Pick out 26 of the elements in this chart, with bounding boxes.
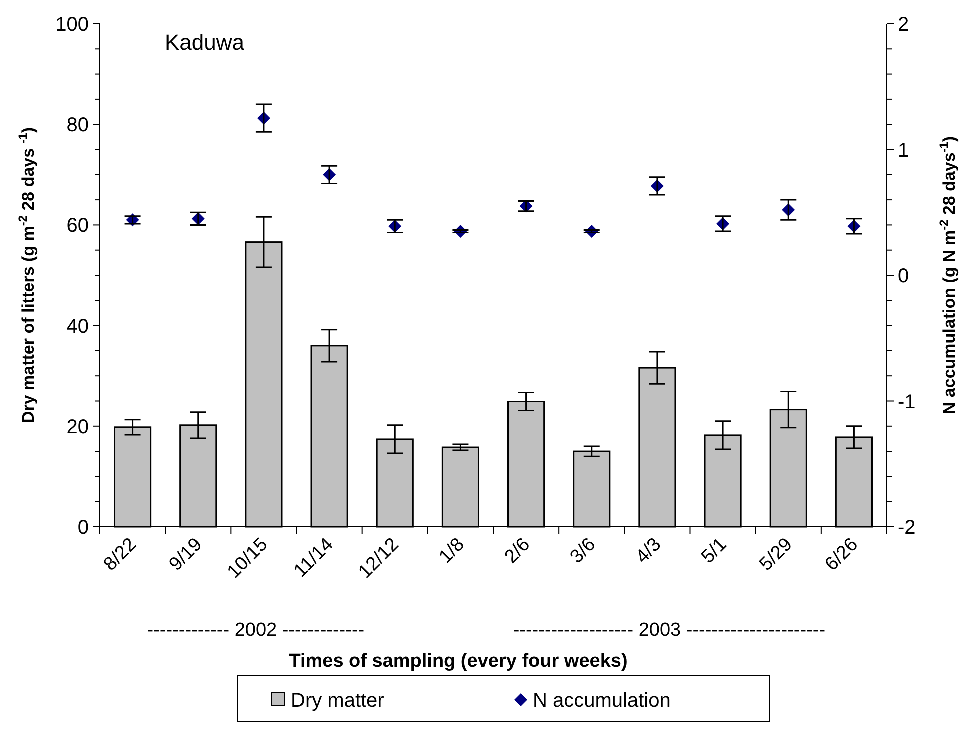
y2-tick-label: -2 bbox=[898, 517, 916, 539]
y2-tick-label: 2 bbox=[898, 14, 910, 36]
x-tick-label: 2/6 bbox=[500, 534, 535, 568]
y2-tick-label: -1 bbox=[898, 391, 916, 414]
x-tick-label: 6/26 bbox=[821, 534, 862, 576]
y-tick-label: 100 bbox=[56, 14, 89, 36]
chart-title: Kaduwa bbox=[165, 30, 246, 55]
x-tick-label: 8/22 bbox=[100, 534, 142, 576]
text: ------------- 2002 ------------- bbox=[147, 620, 365, 641]
y-tick-label: 60 bbox=[66, 215, 89, 238]
y-tick-label: 40 bbox=[66, 316, 89, 338]
legend-label: Dry matter bbox=[291, 690, 385, 712]
x-tick-label: 3/6 bbox=[566, 534, 600, 568]
legend-label: N accumulation bbox=[533, 690, 671, 712]
y-tick-label: 80 bbox=[66, 114, 89, 137]
x-tick-label: 5/1 bbox=[698, 534, 732, 568]
y-tick-label: 20 bbox=[66, 416, 89, 438]
text: ------------------- 2003 ---------------------- bbox=[513, 620, 826, 641]
x-tick-label: 5/29 bbox=[756, 534, 797, 576]
x-tick-label: 4/3 bbox=[632, 534, 666, 568]
x-axis-title: Times of sampling (every four weeks) bbox=[289, 651, 628, 672]
x-tick-label: 1/8 bbox=[435, 534, 469, 568]
x-tick-label: 9/19 bbox=[166, 534, 207, 576]
y-tick-label: 0 bbox=[78, 517, 89, 539]
y2-tick-label: 0 bbox=[898, 266, 910, 288]
y2-tick-label: 1 bbox=[898, 140, 910, 162]
